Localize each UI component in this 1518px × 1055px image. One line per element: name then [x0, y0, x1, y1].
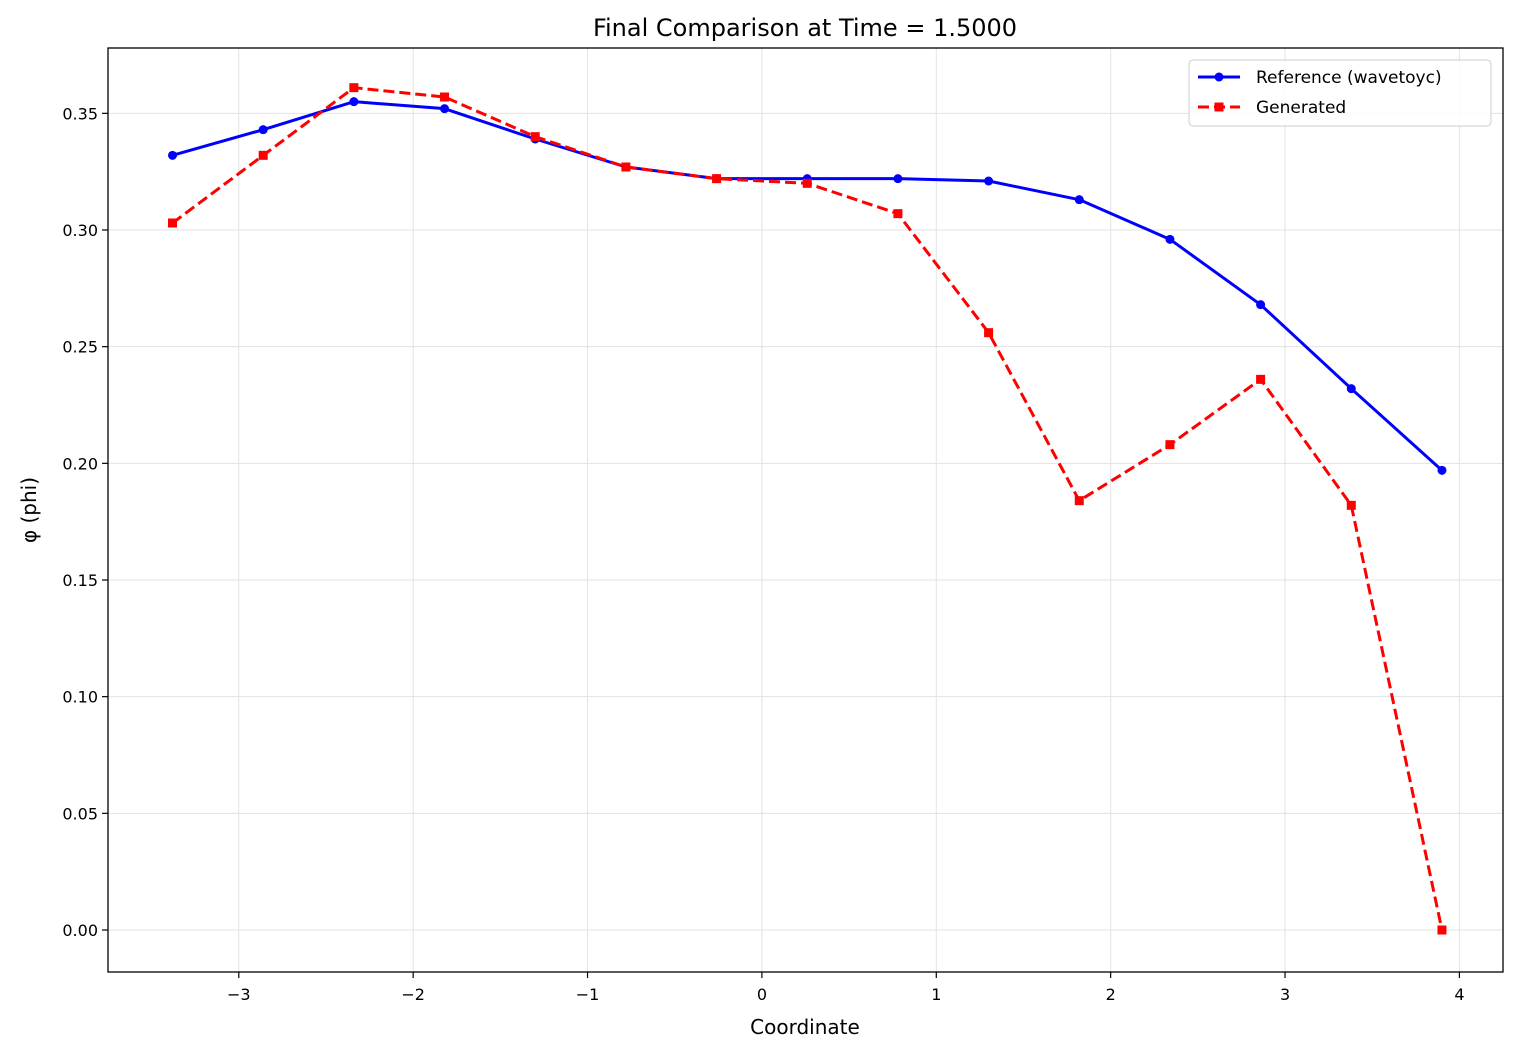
y-tick-label: 0.10 [62, 688, 98, 707]
data-point [1256, 300, 1266, 310]
x-axis-label: Coordinate [750, 1015, 860, 1039]
data-point [1165, 440, 1175, 450]
data-point [258, 150, 268, 160]
y-tick-label: 0.25 [62, 338, 98, 357]
y-axis-label: φ (phi) [17, 477, 41, 543]
data-point [1074, 496, 1084, 506]
legend-entry: Generated [1198, 98, 1346, 118]
axis-ticks: −3 −2 −1 0 1 2 3 4 0.00 0.05 0.10 0.15 0.20 0.25 0.30 0… [62, 104, 1464, 1004]
data-point [440, 104, 450, 114]
x-tick-label: 1 [931, 985, 941, 1004]
y-tick-label: 0.30 [62, 221, 98, 240]
grid-lines [108, 48, 1503, 972]
data-point [168, 218, 178, 228]
data-point [530, 132, 540, 142]
data-point [1074, 195, 1084, 205]
x-tick-label: 0 [757, 985, 767, 1004]
plot-frame [107, 47, 1504, 973]
x-tick-label: −2 [401, 985, 425, 1004]
data-point [1437, 925, 1447, 935]
legend-marker [1214, 72, 1224, 82]
data-point [802, 178, 812, 188]
legend-box [1188, 59, 1492, 127]
x-tick-label: 2 [1106, 985, 1116, 1004]
data-point [1437, 465, 1447, 475]
y-tick-label: 0.20 [62, 454, 98, 473]
chart-title: Final Comparison at Time = 1.5000 [593, 14, 1017, 42]
legend-marker [1214, 102, 1224, 112]
data-point [893, 209, 903, 219]
series-2 [168, 83, 1447, 935]
data-point [258, 125, 268, 135]
legend-label: Reference (wavetoyc) [1256, 68, 1442, 88]
x-tick-label: 3 [1280, 985, 1290, 1004]
data-point [984, 176, 994, 186]
data-point [1165, 234, 1175, 244]
legend-entry: Reference (wavetoyc) [1198, 68, 1442, 88]
data-point [168, 150, 178, 160]
data-point [1346, 384, 1356, 394]
y-tick-label: 0.15 [62, 571, 98, 590]
data-point [712, 174, 722, 184]
data-point [349, 97, 359, 107]
legend-label: Generated [1256, 98, 1346, 118]
x-tick-label: 4 [1454, 985, 1464, 1004]
data-point [349, 83, 359, 93]
data-point [621, 162, 631, 172]
x-tick-label: −3 [227, 985, 251, 1004]
y-tick-label: 0.00 [62, 921, 98, 940]
series-layer [168, 83, 1447, 935]
data-point [984, 328, 994, 338]
x-tick-label: −1 [576, 985, 600, 1004]
y-tick-label: 0.05 [62, 804, 98, 823]
data-point [893, 174, 903, 184]
data-point [1346, 500, 1356, 510]
legend: Reference (wavetoyc) Generated [1188, 59, 1492, 127]
data-point [1256, 374, 1266, 384]
data-point [440, 92, 450, 102]
y-tick-label: 0.35 [62, 104, 98, 123]
